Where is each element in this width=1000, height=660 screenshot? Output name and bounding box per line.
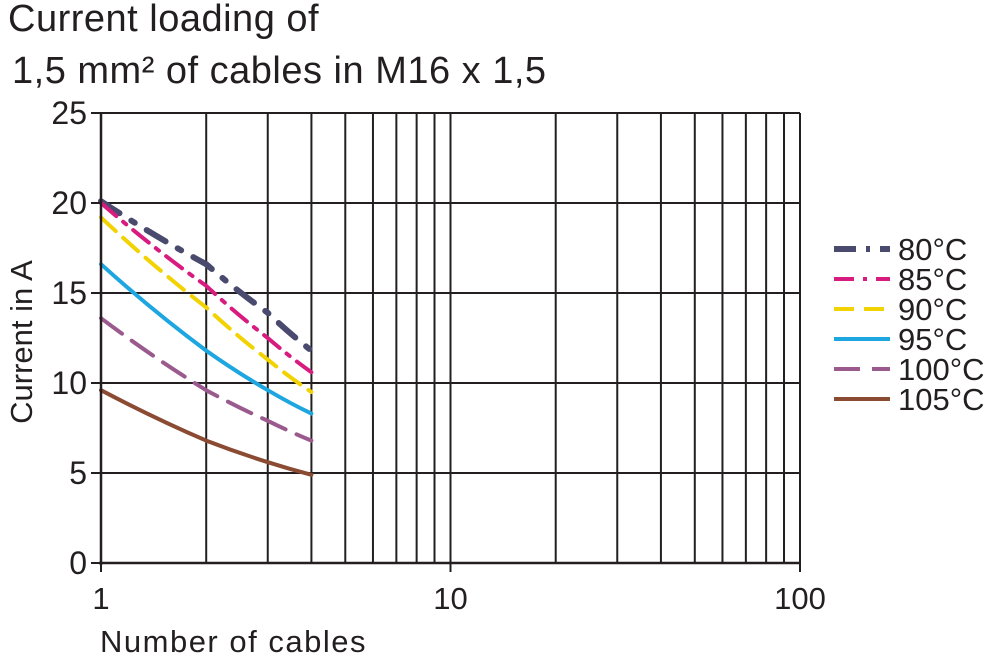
y-tick-label: 25 xyxy=(51,95,87,131)
y-tick-label: 20 xyxy=(51,185,87,221)
series-line xyxy=(99,316,314,443)
series-line xyxy=(99,215,314,394)
x-tick-label: 10 xyxy=(433,581,467,616)
x-tick-label: 100 xyxy=(774,581,826,616)
y-axis-label: Current in A xyxy=(4,260,39,424)
series-line xyxy=(99,388,314,477)
x-tick-label: 1 xyxy=(92,581,109,616)
y-tick-label: 10 xyxy=(51,365,87,401)
chart-title-line-2: 1,5 mm² of cables in M16 x 1,5 xyxy=(12,50,547,92)
legend-label: 80°C xyxy=(898,232,967,267)
legend-label: 100°C xyxy=(898,352,985,387)
legend-label: 105°C xyxy=(898,382,985,417)
legend-label: 90°C xyxy=(898,292,967,327)
grid-layer xyxy=(100,112,801,564)
y-tick-label: 15 xyxy=(51,275,87,311)
series-line xyxy=(98,198,315,354)
series-line xyxy=(99,201,314,375)
axis-layer: 0 5 10 15 20 25 1 10 100 xyxy=(51,95,825,616)
y-tick-label: 0 xyxy=(69,545,87,581)
series-line xyxy=(99,262,314,416)
x-axis-label: Number of cables xyxy=(100,624,367,659)
legend-label: 95°C xyxy=(898,322,967,357)
series-layer xyxy=(98,198,315,477)
y-tick-label: 5 xyxy=(69,455,87,491)
legend-label: 85°C xyxy=(898,262,967,297)
chart-title-line-1: Current loading of xyxy=(8,0,320,40)
